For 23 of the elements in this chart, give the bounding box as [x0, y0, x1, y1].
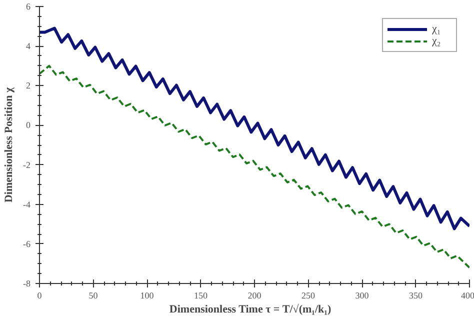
- x-tick-label: 50: [88, 290, 98, 300]
- y-tick-label: -8: [23, 278, 31, 288]
- x-tick-label: 100: [140, 290, 154, 300]
- line-series: [40, 26, 470, 230]
- x-tick-label: 300: [355, 290, 370, 300]
- y-tick-label: 2: [26, 80, 30, 91]
- y-tick-label: -4: [23, 199, 31, 210]
- x-tick-label: 250: [302, 290, 316, 300]
- y-tick-label: 6: [26, 2, 31, 12]
- y-tick-label: -6: [23, 238, 31, 249]
- x-tick-label: 200: [248, 290, 262, 300]
- y-tick-label: 0: [26, 120, 31, 130]
- x-tick-label: 400: [461, 290, 474, 300]
- x-tick-label: 0: [37, 290, 42, 300]
- line-series: [40, 64, 470, 269]
- x-tick-label: 350: [409, 290, 423, 300]
- legend-label: χ₁: [432, 23, 442, 35]
- y-tick-label: 4: [26, 41, 31, 52]
- legend-label: χ₂: [432, 35, 442, 47]
- y-axis-title: Dimensionless Position χ: [3, 86, 16, 203]
- x-tick-label: 150: [194, 290, 208, 300]
- y-tick-label: -2: [23, 160, 31, 170]
- x-axis-title: Dimensionless Time τ = T/√(m₁/k₁): [169, 304, 332, 316]
